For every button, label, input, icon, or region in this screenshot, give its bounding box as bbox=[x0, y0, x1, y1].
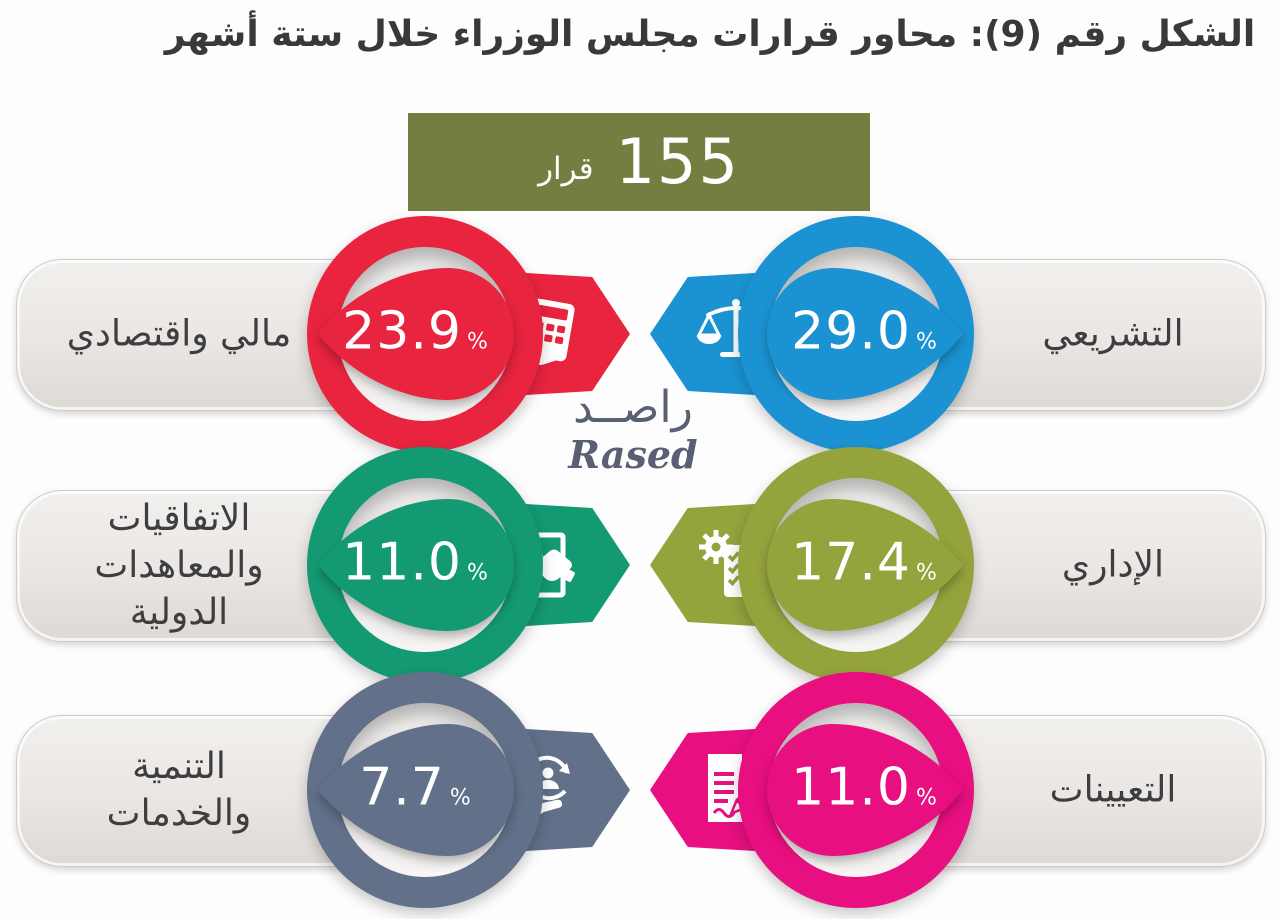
category-item-financial-economic: مالي واقتصادي 23.9% bbox=[0, 214, 640, 454]
percent-drop: 11.0% bbox=[318, 499, 514, 631]
percent-value: 29.0% bbox=[791, 301, 937, 362]
category-label: التشريعي bbox=[1042, 313, 1184, 355]
watermark: راصــد Rased bbox=[513, 382, 753, 477]
total-decisions-box: 155 قرار bbox=[408, 113, 870, 211]
category-item-administrative: الإداري bbox=[640, 445, 1280, 685]
percent-drop: 7.7% bbox=[318, 724, 514, 856]
category-item-development-services: التنمية والخدمات bbox=[0, 670, 640, 910]
category-label: الاتفاقيات والمعاهدات الدولية bbox=[94, 497, 264, 633]
total-decisions-unit: قرار bbox=[538, 150, 594, 187]
percent-drop: 11.0% bbox=[767, 724, 963, 856]
total-decisions-value: 155 bbox=[615, 125, 740, 198]
label-pill: التعيينات bbox=[790, 715, 1266, 867]
percent-drop: 17.4% bbox=[767, 499, 963, 631]
drop-shape bbox=[318, 499, 514, 631]
category-item-legislative: التشريعي 29.0% bbox=[640, 214, 1280, 454]
percent-drop: 29.0% bbox=[767, 268, 963, 400]
drop-shape bbox=[318, 268, 514, 400]
percent-drop: 23.9% bbox=[318, 268, 514, 400]
drop-shape bbox=[318, 724, 514, 856]
category-label: الإداري bbox=[1061, 544, 1165, 586]
watermark-latin: Rased bbox=[568, 431, 698, 477]
category-item-appointments: التعيينات 11.0% bbox=[640, 670, 1280, 910]
percent-value: 17.4% bbox=[791, 532, 937, 593]
category-item-agreements-treaties: الاتفاقيات والمعاهدات الدولية 11.0% bbox=[0, 445, 640, 685]
percent-value: 7.7% bbox=[359, 757, 471, 818]
watermark-arabic: راصــد bbox=[573, 382, 693, 433]
percent-value: 23.9% bbox=[342, 301, 488, 362]
drop-shape bbox=[767, 724, 963, 856]
drop-shape bbox=[767, 499, 963, 631]
percent-value: 11.0% bbox=[791, 757, 937, 818]
percent-value: 11.0% bbox=[342, 532, 488, 593]
category-label: التنمية والخدمات bbox=[106, 746, 252, 834]
page-title: الشكل رقم (9): محاور قرارات مجلس الوزراء… bbox=[164, 14, 1256, 55]
drop-shape bbox=[767, 268, 963, 400]
category-label: مالي واقتصادي bbox=[66, 313, 292, 355]
category-label: التعيينات bbox=[1049, 769, 1177, 811]
